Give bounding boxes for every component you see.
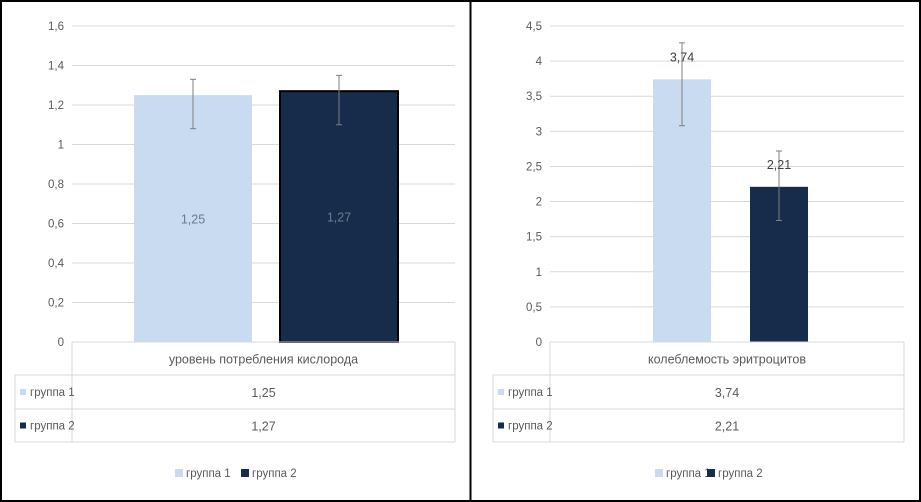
data-label: 3,74 bbox=[670, 50, 694, 64]
y-tick-label: 4 bbox=[536, 56, 543, 68]
table-header: колеблемость эритроцитов bbox=[648, 353, 806, 367]
table-cell-value: 1,25 bbox=[251, 386, 275, 400]
data-label: 2,21 bbox=[767, 158, 791, 172]
table-header: уровень потребления кислорода bbox=[169, 353, 358, 367]
y-tick-label: 4,5 bbox=[526, 21, 542, 33]
chart-panel-1: 0 0,2 0,4 0,6 0,8 1 1,2 1,4 1,6 1,25 1,27 уровень п… bbox=[14, 21, 456, 480]
bar-group2 bbox=[279, 90, 399, 343]
y-tick-label: 1,4 bbox=[48, 61, 65, 73]
y-tick-label: 1,2 bbox=[48, 100, 64, 112]
y-tick-label: 0,4 bbox=[48, 258, 65, 270]
data-label: 1,27 bbox=[327, 211, 351, 225]
legend-label: группа 2 bbox=[718, 468, 763, 480]
table-legend-key bbox=[20, 389, 26, 395]
bar-group1 bbox=[134, 95, 252, 342]
legend-label: группа 1 bbox=[666, 468, 711, 480]
y-tick-label: 2 bbox=[536, 197, 542, 209]
y-tick-label: 1,5 bbox=[526, 232, 542, 244]
table-cell-value: 1,27 bbox=[251, 420, 275, 434]
data-label: 1,25 bbox=[181, 213, 205, 227]
table-legend-key bbox=[20, 422, 26, 429]
table-row-label: группа 2 bbox=[508, 421, 553, 433]
y-tick-label: 0,6 bbox=[48, 219, 64, 231]
chart-panel-2: 0 0,5 1 1,5 2 2,5 3 3,5 4 4,5 3,74 2,21 колеблемость… bbox=[492, 21, 905, 480]
y-tick-label: 2,5 bbox=[526, 161, 542, 173]
y-tick-label: 1 bbox=[58, 140, 64, 152]
legend-swatch bbox=[655, 469, 663, 477]
legend-label: группа 1 bbox=[186, 468, 231, 480]
y-tick-label: 0,2 bbox=[48, 298, 64, 310]
legend-swatch bbox=[241, 469, 249, 477]
table-cell-value: 3,74 bbox=[715, 386, 739, 400]
y-tick-label: 3,5 bbox=[526, 91, 542, 103]
y-tick-label: 0 bbox=[536, 337, 542, 349]
table-cell-value: 2,21 bbox=[715, 420, 739, 434]
legend-swatch bbox=[707, 469, 715, 477]
legend-label: группа 2 bbox=[252, 468, 297, 480]
y-tick-label: 0,8 bbox=[48, 179, 64, 191]
y-tick-label: 1,6 bbox=[48, 21, 64, 33]
y-tick-label: 3 bbox=[536, 126, 542, 138]
table-row-label: группа 1 bbox=[508, 387, 553, 399]
legend-swatch bbox=[175, 469, 183, 477]
table-legend-key bbox=[498, 422, 504, 429]
y-tick-label: 0,5 bbox=[526, 302, 542, 314]
y-tick-label: 0 bbox=[58, 337, 64, 349]
table-row-label: группа 2 bbox=[30, 421, 75, 433]
y-tick-label: 1 bbox=[536, 267, 542, 279]
table-row-label: группа 1 bbox=[30, 387, 75, 399]
table-legend-key bbox=[498, 389, 504, 395]
